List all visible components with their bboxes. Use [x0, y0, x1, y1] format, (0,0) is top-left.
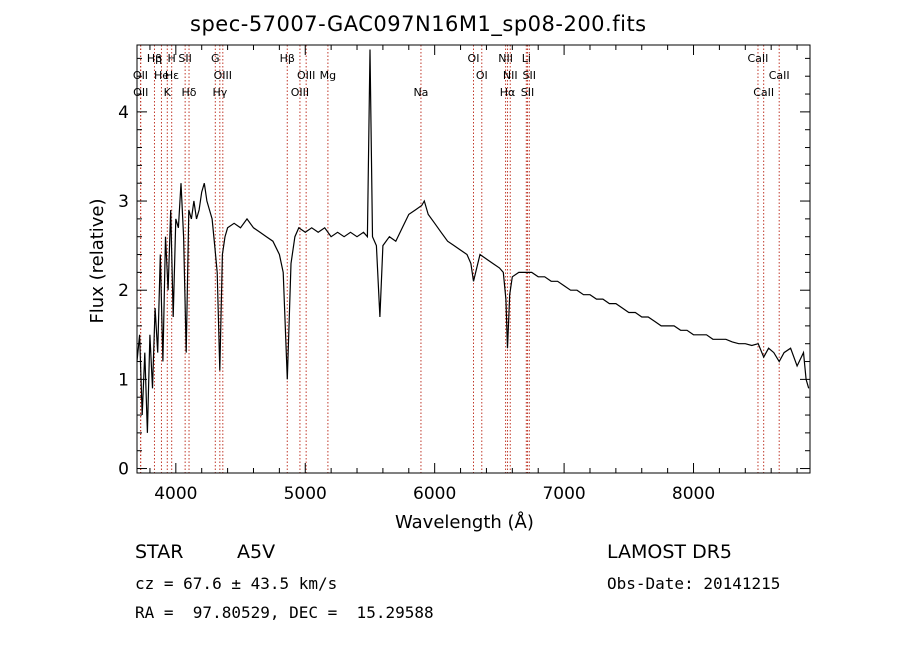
axes: 4000 5000 6000 7000 8000 0 1 2 3 4 — [118, 45, 810, 504]
spectral-line-label: NII — [498, 52, 513, 65]
spectral-line-label: Hγ — [212, 86, 227, 99]
spectral-line-label: He — [154, 69, 169, 82]
y-tick-label: 0 — [118, 460, 129, 480]
spectral-line-label: OI — [468, 52, 480, 65]
spectral-line-label: OIII — [291, 86, 309, 99]
plot-frame — [136, 44, 811, 474]
spectral-line-label: Hβ — [147, 52, 162, 65]
x-tick-label: 7000 — [542, 484, 585, 504]
y-tick-label: 1 — [118, 370, 129, 390]
spectral-line-labels: HβOIIOIIHηHeKHHεHδSIIOIIIHγGOIIIOIIIHβMg… — [133, 52, 790, 99]
spectral-line-label: Na — [413, 86, 428, 99]
observation-date: Obs-Date: 20141215 — [607, 574, 781, 593]
y-tick-label: 4 — [118, 103, 129, 123]
spectral-line-label: CaII — [748, 52, 769, 65]
y-tick-label: 2 — [118, 281, 129, 301]
spectral-line-label: Hβ — [280, 52, 295, 65]
object-class: STAR — [135, 541, 184, 563]
spectral-line-label: OIII — [297, 69, 315, 82]
y-tick-label: 3 — [118, 192, 129, 212]
spectral-line-label: OI — [476, 69, 488, 82]
x-tick-label: 8000 — [672, 484, 715, 504]
x-tick-label: 4000 — [154, 484, 197, 504]
spectral-line-label: Li — [522, 52, 531, 65]
series-line-spectrum — [136, 49, 810, 433]
spectral-line-label: OII — [133, 86, 148, 99]
spectral-line-label: SII — [523, 69, 536, 82]
spectral-line-label: G — [211, 52, 220, 65]
spectral-line-label: SII — [521, 86, 534, 99]
spectral-line-label: K — [164, 86, 172, 99]
ra-dec-coordinates: RA = 97.80529, DEC = 15.29588 — [135, 603, 434, 622]
x-tick-label: 6000 — [413, 484, 456, 504]
y-axis-label: Flux (relative) — [87, 198, 108, 324]
spectral-line-label: OIII — [214, 69, 232, 82]
spectral-line-label: Mg — [320, 69, 336, 82]
spectral-line-label: Hε — [165, 69, 179, 82]
spectral-line-label: CaII — [753, 86, 774, 99]
spectral-line-label: NII — [503, 69, 518, 82]
spectral-line-label: Hα — [500, 86, 516, 99]
spectral-line-markers — [139, 45, 780, 473]
spectral-line-label: CaII — [769, 69, 790, 82]
survey-name: LAMOST DR5 — [607, 541, 732, 563]
spectral-line-label: Hη — [147, 52, 162, 65]
spectral-line-label: SII — [178, 52, 191, 65]
subclass: A5V — [237, 541, 276, 563]
spectral-line-label: H — [168, 52, 176, 65]
redshift-cz: cz = 67.6 ± 43.5 km/s — [135, 574, 338, 593]
spectral-line-label: OII — [133, 69, 148, 82]
x-tick-label: 5000 — [284, 484, 327, 504]
chart-title: spec-57007-GAC097N16M1_sp08-200.fits — [190, 12, 647, 36]
spectral-line-label: Hδ — [182, 86, 197, 99]
x-axis-label: Wavelength (Å) — [395, 512, 534, 533]
